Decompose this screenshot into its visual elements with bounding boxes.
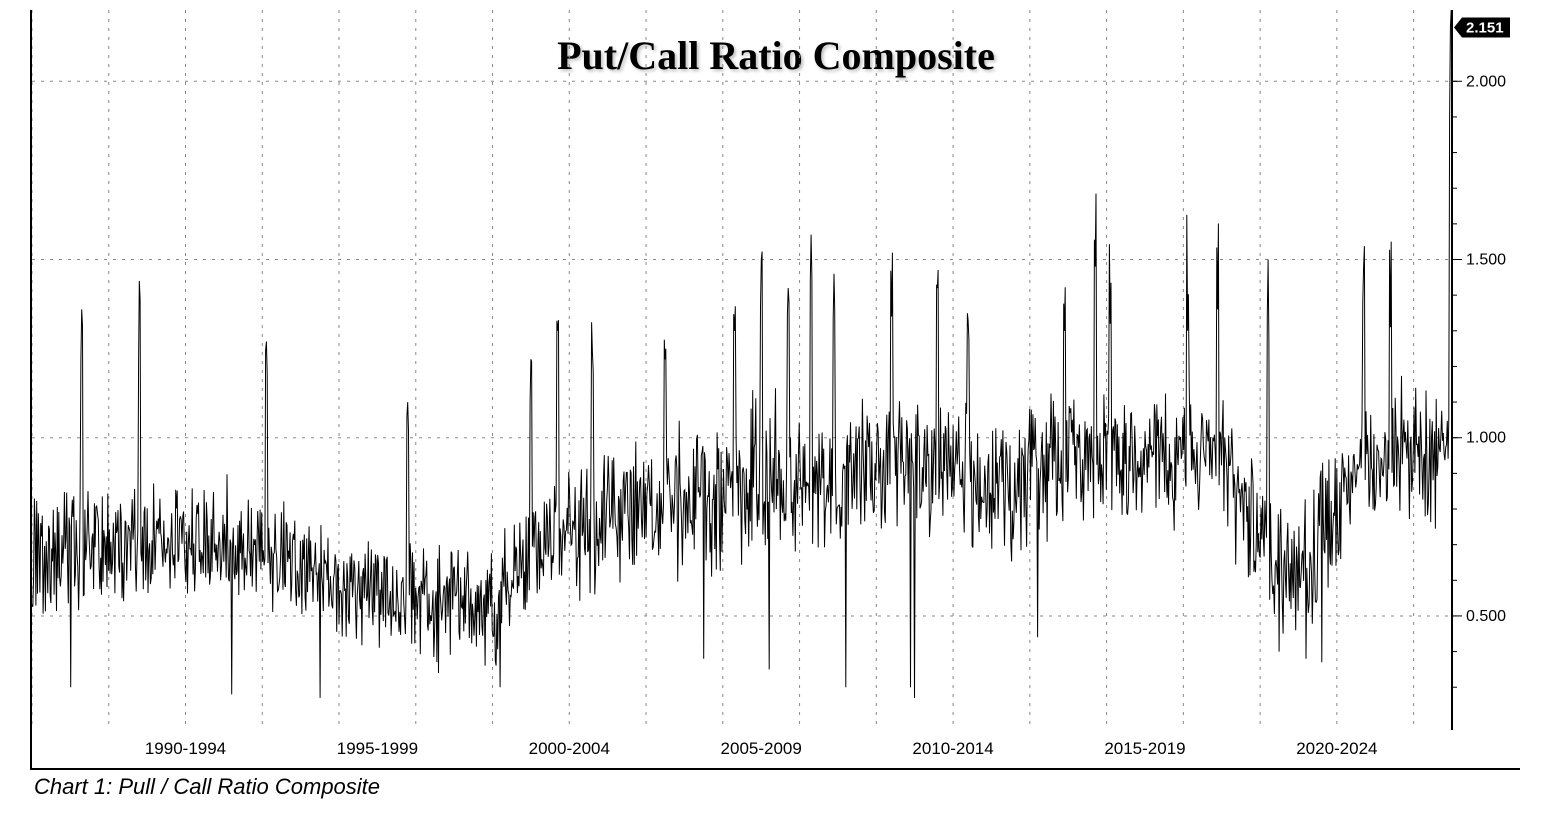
chart-container: Put/Call Ratio Composite 0.5001.0001.500… <box>30 10 1520 770</box>
series-line <box>32 10 1452 698</box>
xtick-label: 2005-2009 <box>721 739 802 758</box>
chart-svg: 0.500 1.000 1.500 2.000 1990-1994 1995-1999 20… <box>32 10 1522 770</box>
xtick-label: 1995-1999 <box>337 739 418 758</box>
xtick-label: 1990-1994 <box>145 739 226 758</box>
ytick-label: 1.000 <box>1466 430 1506 447</box>
last-value-label: 2.151 <box>1466 19 1504 36</box>
xtick-label: 2000-2004 <box>529 739 610 758</box>
xtick-label: 2015-2019 <box>1104 739 1185 758</box>
ytick-label: 1.500 <box>1466 252 1506 269</box>
chart-caption: Chart 1: Pull / Call Ratio Composite <box>30 770 1521 800</box>
xtick-label: 2020-2024 <box>1296 739 1377 758</box>
ytick-label: 2.000 <box>1466 73 1506 90</box>
xtick-label: 2010-2014 <box>912 739 993 758</box>
ytick-label: 0.500 <box>1466 608 1506 625</box>
